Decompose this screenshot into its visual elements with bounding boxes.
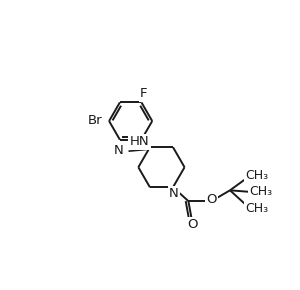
Text: HN: HN bbox=[130, 135, 149, 148]
Text: CH₃: CH₃ bbox=[249, 185, 272, 197]
Text: O: O bbox=[187, 218, 197, 231]
Text: CH₃: CH₃ bbox=[245, 169, 268, 182]
Text: N: N bbox=[169, 187, 178, 200]
Text: N: N bbox=[114, 144, 124, 157]
Text: CH₃: CH₃ bbox=[245, 202, 268, 215]
Text: Br: Br bbox=[88, 114, 103, 127]
Text: O: O bbox=[206, 193, 217, 206]
Text: F: F bbox=[140, 87, 148, 100]
